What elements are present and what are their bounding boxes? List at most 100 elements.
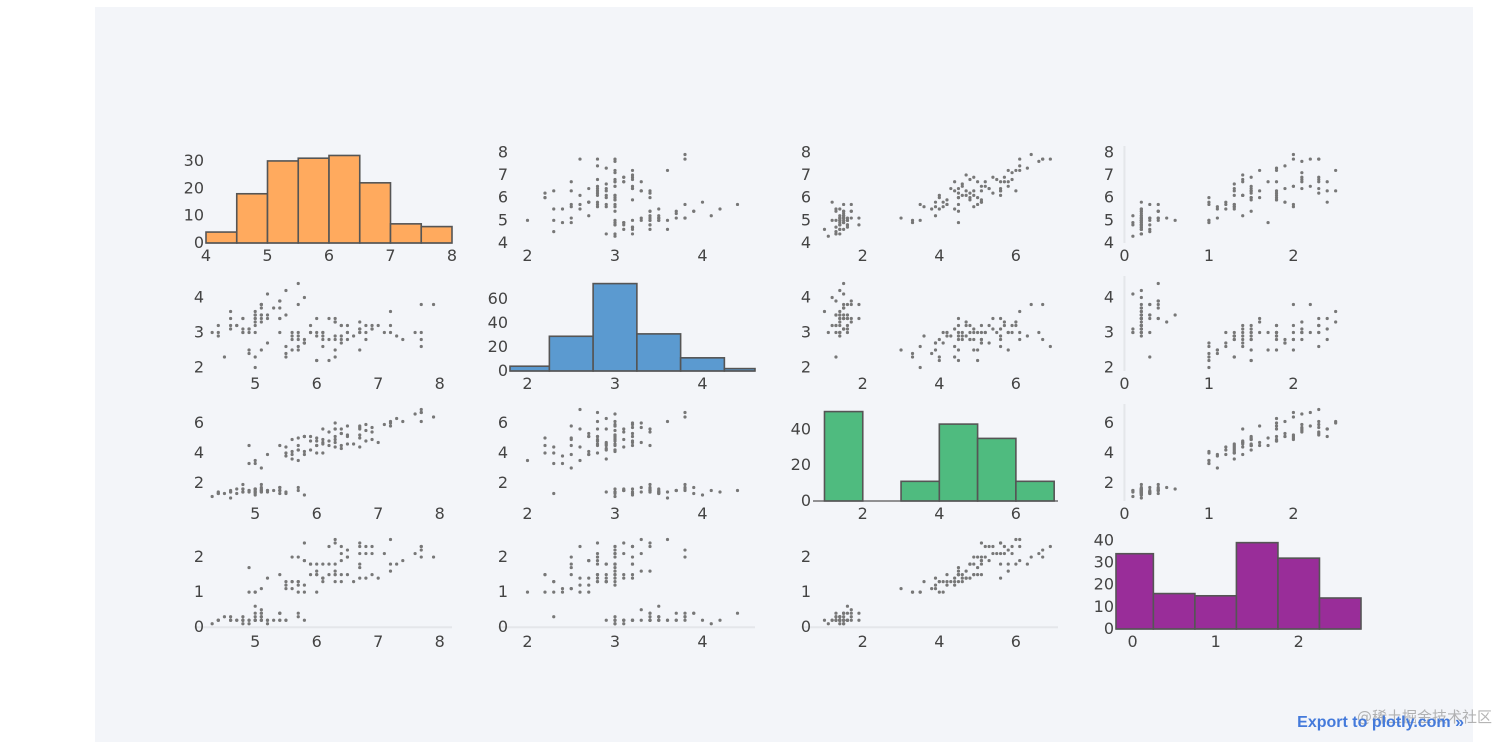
scatter-point — [613, 573, 617, 577]
hist-bar — [358, 182, 392, 244]
scatter-point — [830, 295, 834, 300]
scatter-point — [995, 330, 999, 335]
scatter-point — [560, 461, 565, 466]
x-tick-label: 7 — [385, 246, 395, 265]
scatter-point — [613, 198, 617, 202]
scatter-point — [630, 425, 635, 430]
scatter-point — [1156, 482, 1160, 487]
scatter-point — [910, 355, 915, 359]
scatter-point — [995, 177, 999, 182]
scatter-point — [1025, 334, 1029, 338]
scatter-point — [296, 330, 300, 335]
scatter-point — [358, 330, 362, 335]
scatter-point — [1232, 457, 1236, 461]
scatter-point — [830, 323, 834, 328]
scatter-point — [247, 351, 251, 356]
scatter-point — [1139, 295, 1143, 300]
scatter-point — [960, 573, 964, 577]
hist-bar — [205, 231, 238, 244]
scatter-point — [259, 611, 263, 615]
scatter-point — [1006, 548, 1010, 552]
scatter-point — [822, 618, 827, 622]
scatter-point — [834, 323, 838, 328]
scatter-point — [339, 443, 343, 448]
scatter-point — [622, 430, 626, 434]
scatter-point — [630, 443, 635, 448]
scatter-point — [630, 431, 635, 436]
scatter-point — [1249, 434, 1253, 439]
scatter-point — [1308, 302, 1312, 307]
scatter-point — [419, 407, 423, 412]
scatter-point — [953, 580, 957, 584]
cell-petal_width-vs-sepal_length: 5 6 7 8 0 1 2 — [194, 537, 452, 651]
scatter-point — [1207, 200, 1211, 204]
scatter-point — [979, 337, 984, 342]
scatter-point — [1232, 337, 1236, 342]
scatter-point — [247, 348, 251, 352]
scatter-point — [1291, 337, 1296, 342]
scatter-point — [1274, 427, 1279, 431]
scatter-point — [998, 316, 1003, 321]
scatter-point — [1266, 436, 1270, 440]
scatter-point — [1274, 334, 1279, 338]
scatter-point — [222, 491, 227, 496]
scatter-point — [1002, 323, 1007, 328]
y-tick-label: 8 — [498, 142, 508, 161]
scatter-point — [296, 555, 300, 559]
scatter-point — [1266, 180, 1270, 184]
scatter-point — [945, 330, 949, 335]
scatter-point — [648, 218, 652, 222]
scatter-point — [613, 223, 617, 227]
scatter-point — [1334, 309, 1338, 314]
scatter-point — [1308, 184, 1312, 188]
scatter-point — [413, 551, 417, 556]
scatter-point — [560, 590, 565, 594]
scatter-point — [1018, 330, 1022, 335]
scatter-point — [665, 218, 670, 222]
scatter-point — [543, 451, 547, 455]
y-tick-label: 20 — [488, 337, 508, 356]
scatter-point — [979, 330, 984, 335]
scatter-point — [964, 576, 968, 580]
scatter-point — [382, 330, 386, 335]
scatter-point — [1215, 454, 1219, 458]
scatter-point — [1207, 220, 1211, 225]
scatter-point — [333, 573, 337, 577]
scatter-point — [1148, 227, 1152, 231]
scatter-point — [674, 216, 678, 220]
scatter-point — [241, 615, 245, 619]
export-to-plotly-link[interactable]: Export to plotly.com » — [1297, 714, 1464, 731]
x-tick-label: 2 — [1288, 246, 1298, 265]
scatter-point — [838, 207, 842, 211]
scatter-point — [229, 323, 233, 328]
scatter-point — [622, 180, 626, 184]
scatter-point — [1018, 164, 1022, 168]
scatter-point — [1139, 225, 1143, 229]
x-tick-label: 4 — [934, 504, 944, 523]
scatter-point — [569, 220, 573, 225]
x-tick-label: 0 — [1128, 632, 1138, 651]
scatter-point — [1041, 337, 1045, 342]
scatter-point — [333, 580, 337, 584]
scatter-point — [1131, 327, 1135, 331]
scatter-point — [1018, 337, 1022, 342]
scatter-point — [1308, 424, 1312, 428]
scatter-point — [1041, 555, 1045, 559]
scatter-point — [587, 590, 591, 594]
y-tick-label: 4 — [1104, 443, 1114, 462]
scatter-point — [604, 202, 608, 207]
scatter-point — [595, 189, 600, 193]
y-tick-label: 2 — [194, 358, 204, 377]
scatter-point — [648, 611, 652, 615]
scatter-point — [1274, 323, 1279, 328]
y-tick-label: 0 — [801, 617, 811, 636]
scatter-point — [976, 358, 980, 363]
scatter-point — [1006, 348, 1010, 352]
scatter-point — [327, 358, 331, 363]
scatter-point — [1317, 419, 1321, 424]
scatter-point — [845, 223, 850, 227]
x-tick-label: 3 — [610, 246, 620, 265]
scatter-point — [937, 358, 941, 363]
scatter-point — [552, 615, 556, 619]
scatter-point — [1148, 223, 1152, 227]
